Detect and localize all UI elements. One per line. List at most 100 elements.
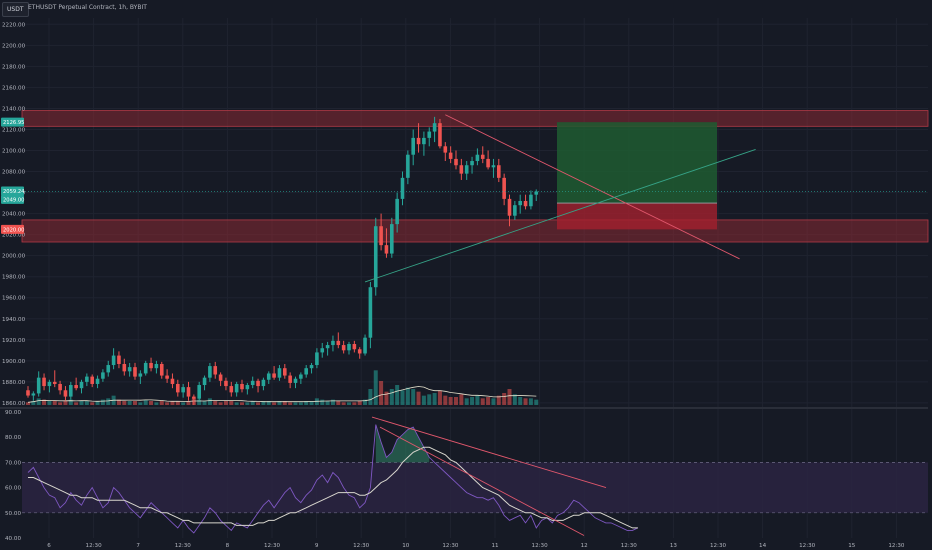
- candle-body: [192, 396, 196, 399]
- candle-body: [197, 385, 201, 399]
- rsi-tick-label: 90.00: [5, 410, 21, 416]
- candle-body: [395, 198, 399, 225]
- candle-body: [315, 352, 319, 366]
- candle-body: [534, 191, 539, 195]
- candle-body: [507, 198, 512, 216]
- candle-body: [218, 374, 223, 381]
- price-tick-label: 1960.00: [2, 296, 26, 302]
- time-tick-label: 12:30: [532, 543, 549, 549]
- candle-body: [36, 377, 41, 394]
- candle-body: [202, 377, 207, 386]
- volume-bar: [63, 401, 68, 405]
- candle-body: [79, 381, 84, 389]
- candle-body: [299, 374, 303, 379]
- candle-body: [390, 224, 394, 254]
- volume-bar: [395, 385, 400, 405]
- volume-bar: [480, 398, 485, 405]
- volume-bar: [218, 402, 223, 405]
- candle-body: [513, 205, 517, 216]
- zone-resistance: [21, 110, 929, 127]
- time-tick-label: 12:30: [175, 543, 192, 549]
- symbol-button[interactable]: USDT: [2, 2, 29, 17]
- candle-body: [122, 363, 127, 372]
- time-tick-label: 12:30: [353, 543, 370, 549]
- volume-bar: [26, 402, 30, 405]
- volume-bar: [427, 394, 432, 405]
- volume-bar: [416, 391, 421, 405]
- volume-bar: [496, 395, 501, 405]
- candle-body: [384, 245, 389, 254]
- time-tick-label: 13: [670, 543, 678, 549]
- candle-body: [52, 381, 57, 384]
- volume-bar: [106, 398, 111, 405]
- volume-bar: [165, 402, 170, 405]
- volume-bar: [486, 397, 491, 405]
- candle-body: [165, 375, 169, 379]
- candle-body: [497, 165, 501, 178]
- volume-bar: [502, 393, 507, 405]
- volume-bar: [432, 393, 437, 405]
- rsi-tick-label: 50.00: [5, 511, 21, 517]
- candle-body: [363, 337, 367, 354]
- candle-body: [454, 158, 458, 166]
- volume-bar: [491, 398, 496, 405]
- volume-bar: [197, 399, 202, 405]
- candle-body: [250, 380, 255, 386]
- price-tick-label: 2100.00: [2, 149, 26, 155]
- rsi-trendline-upper: [371, 416, 607, 489]
- volume-bar: [373, 370, 378, 405]
- time-tick-label: 12:30: [621, 543, 638, 549]
- time-tick-label: 6: [47, 543, 51, 549]
- price-tick-label: 2180.00: [2, 64, 26, 70]
- candle-body: [58, 383, 62, 391]
- volume-bar: [464, 398, 469, 405]
- candle-body: [154, 363, 159, 369]
- candle-body: [74, 385, 78, 389]
- volume-ma-line: [27, 386, 537, 403]
- volume-bar: [357, 401, 362, 405]
- candle-body: [288, 375, 292, 383]
- candle-body: [229, 386, 234, 393]
- volume-bar: [100, 399, 105, 405]
- candle-body: [459, 165, 464, 174]
- volume-bar: [470, 397, 475, 405]
- price-tick-label: 2040.00: [2, 212, 26, 218]
- candle-body: [422, 137, 426, 145]
- price-tick-label: 2020.00: [2, 233, 26, 239]
- volume-bar: [389, 389, 394, 405]
- candle-body: [106, 365, 111, 373]
- candle-body: [261, 379, 266, 387]
- volume-bar: [368, 389, 373, 405]
- candle-body: [240, 383, 244, 390]
- volume-bar: [282, 401, 287, 405]
- volume-bar: [443, 395, 448, 405]
- volume-bar: [309, 401, 314, 405]
- volume-bar: [256, 402, 261, 405]
- candle-body: [438, 123, 442, 147]
- candle-body: [475, 154, 480, 162]
- candle-body: [266, 373, 271, 380]
- volume-bar: [42, 399, 47, 405]
- price-tick-label: 2220.00: [2, 22, 26, 28]
- candle-body: [181, 387, 185, 393]
- price-badge-label: 2020.00: [3, 227, 24, 233]
- candle-body: [138, 373, 143, 377]
- rsi-tick-label: 60.00: [5, 486, 21, 492]
- volume-bar: [143, 399, 148, 405]
- candle-body: [47, 381, 52, 387]
- volume-bar: [234, 402, 239, 405]
- volume-bar: [181, 402, 186, 405]
- volume-bar: [507, 389, 512, 405]
- candle-body: [309, 365, 314, 369]
- price-tick-label: 1880.00: [2, 380, 26, 386]
- time-tick-label: 8: [226, 543, 230, 549]
- candle-body: [406, 154, 410, 178]
- candle-body: [336, 340, 341, 346]
- candle-body: [502, 177, 506, 199]
- time-tick-label: 14: [759, 543, 767, 549]
- rsi-overbought-fill: [375, 424, 430, 463]
- price-badge: [1, 117, 24, 127]
- volume-bar: [528, 398, 533, 405]
- volume-bar: [213, 401, 218, 405]
